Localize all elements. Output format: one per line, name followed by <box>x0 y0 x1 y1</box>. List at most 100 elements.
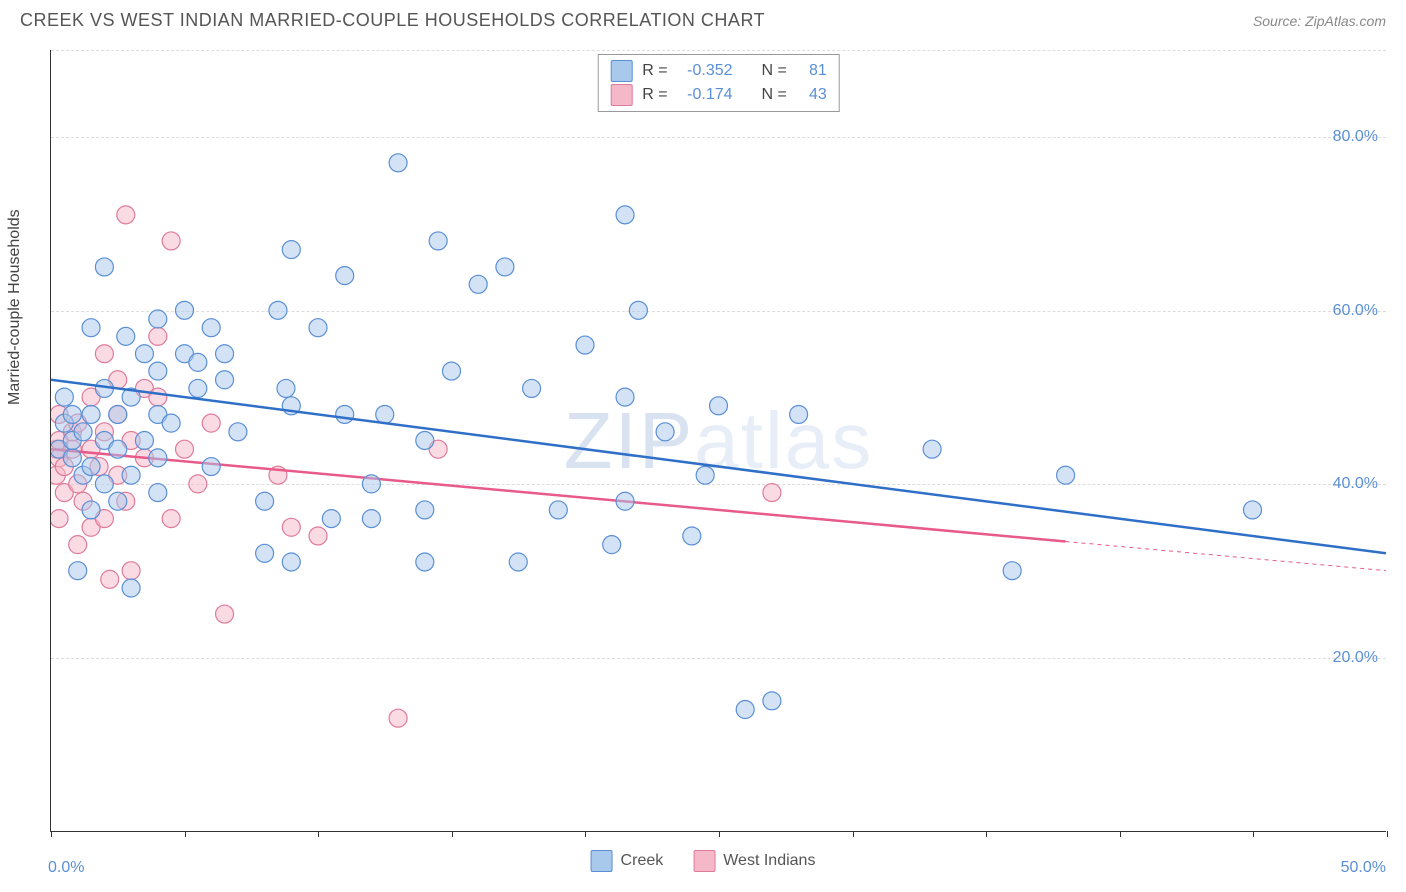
creek-point <box>95 475 113 493</box>
creek-point <box>362 510 380 528</box>
creek-point <box>82 319 100 337</box>
westindian-point <box>117 206 135 224</box>
creek-point <box>509 553 527 571</box>
creek-point <box>149 362 167 380</box>
creek-point <box>202 458 220 476</box>
creek-point <box>282 241 300 259</box>
x-tick <box>185 831 186 837</box>
plot-area: 20.0%40.0%60.0%80.0% R =-0.352 N =81R =-… <box>50 50 1386 832</box>
creek-point <box>629 301 647 319</box>
creek-point <box>189 353 207 371</box>
creek-swatch-icon <box>591 850 613 872</box>
creek-point <box>322 510 340 528</box>
creek-point <box>683 527 701 545</box>
westindian-point <box>122 562 140 580</box>
creek-point <box>277 379 295 397</box>
x-tick <box>585 831 586 837</box>
westindian-point <box>216 605 234 623</box>
creek-point <box>162 414 180 432</box>
creek-point <box>282 553 300 571</box>
series-legend: Creek West Indians <box>591 850 816 872</box>
creek-point <box>63 405 81 423</box>
westindian-point <box>176 440 194 458</box>
legend-item-creek: Creek <box>591 850 664 872</box>
x-axis-min-label: 0.0% <box>48 859 84 877</box>
westindian-swatch-icon <box>693 850 715 872</box>
westindian-point <box>309 527 327 545</box>
westindian-point <box>763 484 781 502</box>
creek-point <box>69 562 87 580</box>
x-tick <box>318 831 319 837</box>
creek-point <box>696 466 714 484</box>
creek-point <box>149 449 167 467</box>
creek-point <box>122 466 140 484</box>
creek-point <box>176 301 194 319</box>
creek-point <box>656 423 674 441</box>
x-tick <box>1387 831 1388 837</box>
creek-point <box>336 405 354 423</box>
creek-point <box>496 258 514 276</box>
creek-point <box>523 379 541 397</box>
creek-point <box>616 388 634 406</box>
y-axis-label: Married-couple Households <box>6 209 24 405</box>
creek-point <box>336 267 354 285</box>
correlation-legend: R =-0.352 N =81R =-0.174 N =43 <box>597 54 840 112</box>
creek-point <box>376 405 394 423</box>
westindian-point <box>189 475 207 493</box>
creek-point <box>202 319 220 337</box>
x-tick <box>452 831 453 837</box>
westindian-point <box>162 232 180 250</box>
creek-point <box>389 154 407 172</box>
header: CREEK VS WEST INDIAN MARRIED-COUPLE HOUS… <box>0 0 1406 36</box>
creek-point <box>117 327 135 345</box>
creek-point <box>135 432 153 450</box>
westindian-point <box>95 345 113 363</box>
westindian-point <box>51 510 68 528</box>
westindian-point <box>202 414 220 432</box>
x-tick <box>51 831 52 837</box>
westindian-point <box>149 388 167 406</box>
creek-point <box>149 484 167 502</box>
creek-point <box>269 301 287 319</box>
creek-point <box>429 232 447 250</box>
correlation-legend-row: R =-0.352 N =81 <box>610 59 827 83</box>
source-attribution: Source: ZipAtlas.com <box>1253 13 1386 29</box>
creek-point <box>216 345 234 363</box>
creek-point <box>416 553 434 571</box>
creek-point <box>736 701 754 719</box>
westindian-point <box>69 536 87 554</box>
creek-point <box>149 310 167 328</box>
creek-point <box>256 492 274 510</box>
creek-point <box>469 275 487 293</box>
westindian-point <box>101 570 119 588</box>
creek-point <box>135 345 153 363</box>
westindian-point <box>149 327 167 345</box>
creek-point <box>82 458 100 476</box>
x-tick <box>986 831 987 837</box>
creek-point <box>82 405 100 423</box>
creek-point <box>616 206 634 224</box>
scatter-plot <box>51 50 1386 831</box>
westindian-point <box>389 709 407 727</box>
creek-point <box>923 440 941 458</box>
creek-point <box>603 536 621 554</box>
x-tick <box>853 831 854 837</box>
creek-point <box>229 423 247 441</box>
x-tick <box>1253 831 1254 837</box>
creek-point <box>443 362 461 380</box>
creek-point <box>416 501 434 519</box>
creek-point <box>55 388 73 406</box>
creek-point <box>256 544 274 562</box>
creek-point <box>1003 562 1021 580</box>
creek-point <box>95 258 113 276</box>
creek-point <box>189 379 207 397</box>
creek-point <box>790 405 808 423</box>
legend-item-westindian: West Indians <box>693 850 815 872</box>
chart-container: CREEK VS WEST INDIAN MARRIED-COUPLE HOUS… <box>0 0 1406 892</box>
creek-point <box>309 319 327 337</box>
creek-point <box>82 501 100 519</box>
x-tick <box>719 831 720 837</box>
creek-point <box>1057 466 1075 484</box>
creek-point <box>109 440 127 458</box>
westindian-point <box>162 510 180 528</box>
